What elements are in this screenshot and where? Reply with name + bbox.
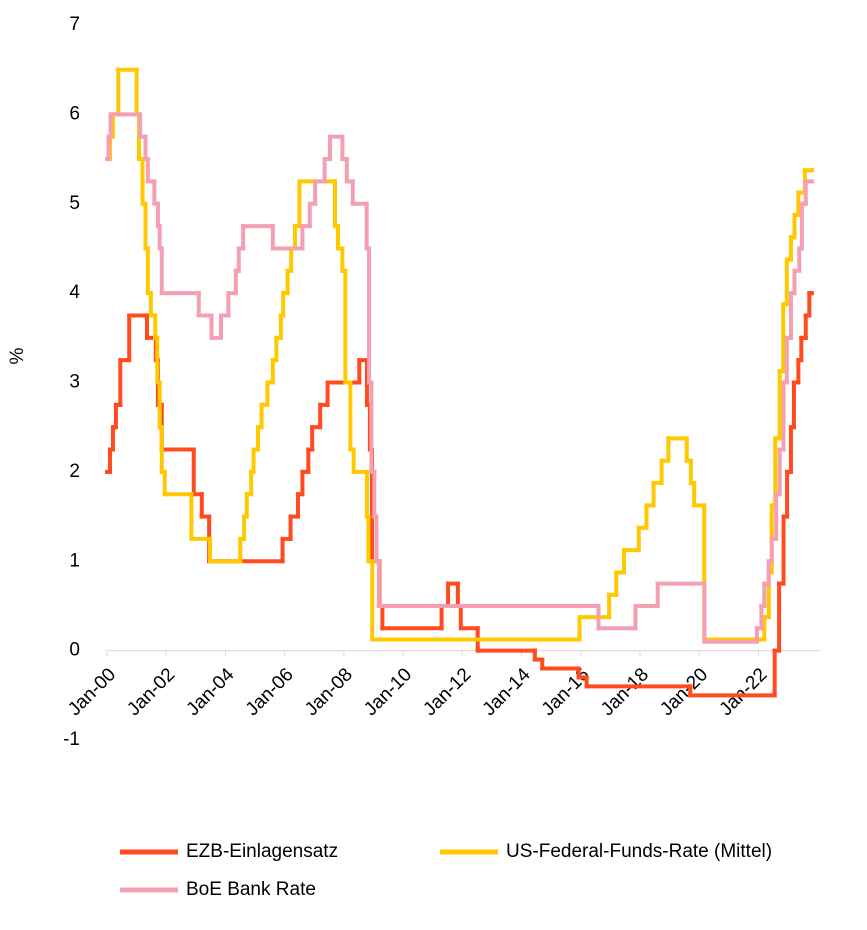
y-tick-label: 6 — [69, 103, 80, 124]
x-tick-label: Jan-08 — [301, 664, 357, 720]
y-tick-label: 5 — [69, 193, 80, 214]
x-tick-label: Jan-04 — [183, 664, 239, 720]
y-tick-label: -1 — [63, 729, 80, 750]
y-tick-label: 2 — [69, 461, 80, 482]
x-tick-label: Jan-02 — [123, 664, 179, 720]
x-tick-label: Jan-20 — [656, 664, 712, 720]
y-tick-label: 1 — [69, 550, 80, 571]
y-tick-label: 7 — [69, 14, 80, 35]
x-tick-label: Jan-00 — [64, 664, 120, 720]
x-tick-label: Jan-22 — [716, 664, 772, 720]
x-tick-label: Jan-12 — [419, 664, 475, 720]
y-tick-label: 0 — [69, 640, 80, 661]
legend-label: US-Federal-Funds-Rate (Mittel) — [506, 841, 772, 862]
y-tick-label: 4 — [69, 282, 80, 303]
y-axis-label: % — [7, 347, 28, 364]
x-tick-label: Jan-16 — [538, 664, 594, 720]
legend-label: BoE Bank Rate — [186, 879, 316, 900]
x-tick-label: Jan-10 — [360, 664, 416, 720]
x-tick-label: Jan-06 — [242, 664, 298, 720]
x-tick-label: Jan-14 — [479, 664, 535, 720]
y-tick-label: 3 — [69, 372, 80, 393]
x-tick-label: Jan-18 — [597, 664, 653, 720]
legend-label: EZB-Einlagensatz — [186, 841, 338, 862]
